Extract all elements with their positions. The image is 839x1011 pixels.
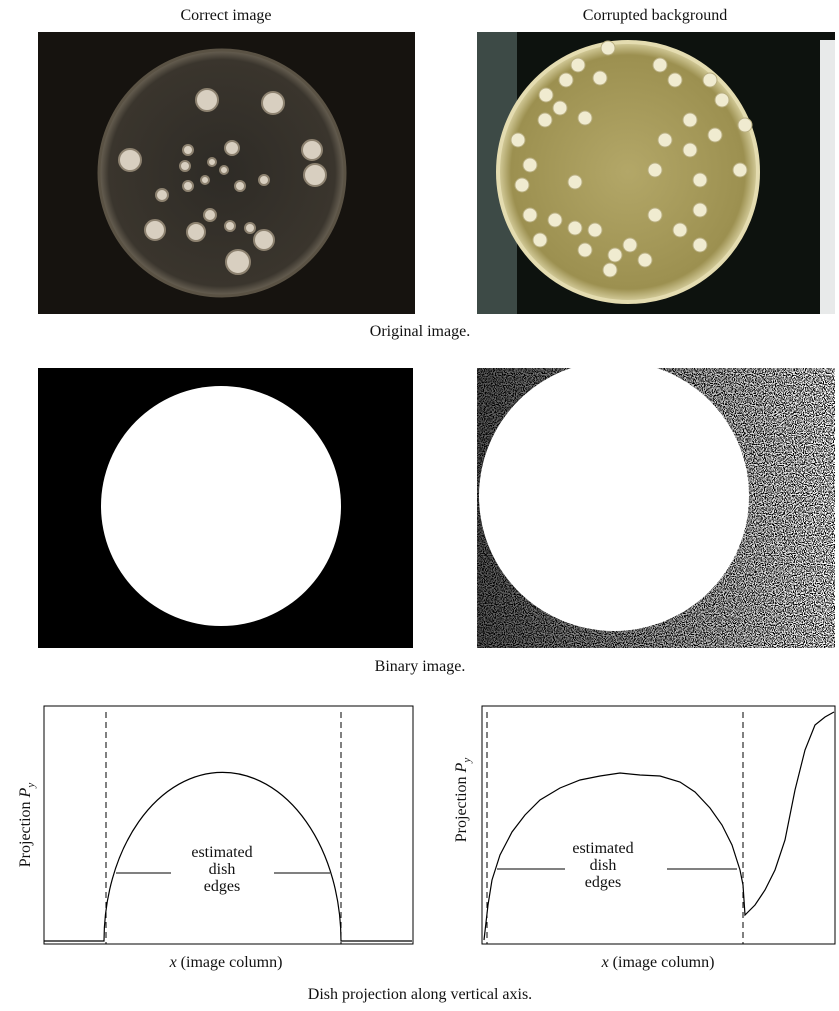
photo-corrupted (477, 32, 835, 314)
y-axis-label: Projection Py (17, 783, 37, 868)
projection-plot (481, 705, 836, 945)
annotation: edges (204, 878, 240, 895)
annotation: dish (209, 861, 236, 878)
annotation: estimated (572, 840, 633, 857)
annotation: estimated (191, 844, 252, 861)
x-axis-label: x (image column) (601, 954, 715, 971)
y-axis-label: Projection Py (453, 758, 473, 843)
projection-plot (43, 705, 414, 945)
annotation: edges (585, 874, 621, 891)
binary-corrupted (477, 361, 835, 648)
caption: Binary image. (375, 658, 466, 675)
x-axis-label: x (image column) (169, 954, 283, 971)
photo-correct (38, 32, 415, 314)
caption: Dish projection along vertical axis. (308, 986, 532, 1003)
annotation: dish (590, 857, 617, 874)
column-title: Correct image (180, 7, 271, 24)
binary-correct (38, 368, 413, 648)
caption: Original image. (370, 323, 470, 340)
column-title: Corrupted background (583, 7, 727, 24)
